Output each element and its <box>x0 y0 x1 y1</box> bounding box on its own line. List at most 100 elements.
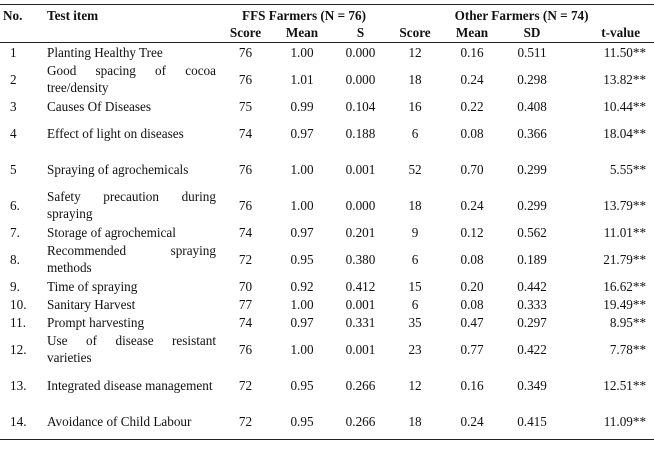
table-cell-ffs-score: 74 <box>238 314 253 330</box>
table-row: 3 Causes Of Diseases 75 0.99 0.104 16 0.22 0.40… <box>0 97 654 115</box>
table-cell-other-sd: 0.298 <box>517 71 547 87</box>
header-other-group: Other Farmers (N = 74) <box>389 4 654 24</box>
table-cell-no: 6. <box>10 197 20 213</box>
table-cell-other-score: 52 <box>408 161 422 177</box>
table-cell-test-item: Time of spraying <box>44 277 219 295</box>
table-cell-other-score: 18 <box>408 197 422 213</box>
table-row: 7. Storage of agrochemical 74 0.97 0.201 9 0.1… <box>0 223 654 241</box>
header-other-mean: Mean <box>441 24 504 43</box>
table-cell-ffs-s: 0.331 <box>345 314 376 330</box>
table-cell-ffs-s: 0.266 <box>345 377 376 393</box>
table-cell-ffs-score: 72 <box>219 403 272 440</box>
table-cell-test-item: Prompt harvesting <box>44 313 219 331</box>
test-item-text: Time of spraying <box>47 278 138 294</box>
test-item-text: Storage of agrochemical <box>47 224 176 240</box>
test-item-text: Good spacing of cocoa tree/density <box>47 63 216 95</box>
table-cell-other-sd: 0.562 <box>517 224 547 240</box>
table-cell-ffs-s: 0.412 <box>345 278 376 294</box>
table-cell-t-value: 18.04** <box>603 125 647 141</box>
table-cell-other-sd: 0.299 <box>517 161 547 177</box>
table-row: 12. Use of disease resistant varieties 76 1… <box>0 331 654 367</box>
header-test-item: Test item <box>44 4 219 24</box>
table-row: 13. Integrated disease management 72 0.95 0.… <box>0 367 654 403</box>
table-cell-other-mean: 0.12 <box>460 224 484 240</box>
table-cell-other-score: 23 <box>408 341 422 357</box>
table-cell-ffs-mean: 0.95 <box>272 403 332 440</box>
table-cell-test-item: Spraying of agrochemicals <box>44 151 219 187</box>
table-cell-ffs-mean: 1.01 <box>290 71 314 87</box>
table-cell-test-item: Effect of light on diseases <box>44 115 219 151</box>
table-cell-no: 9. <box>10 278 20 294</box>
table-cell-ffs-score: 76 <box>238 197 253 213</box>
table-cell-no: 12. <box>10 341 27 357</box>
table-cell-test-item: Safety precaution during spraying <box>44 187 219 223</box>
table-cell-other-mean: 0.20 <box>460 278 484 294</box>
table-cell-ffs-score: 74 <box>238 125 253 141</box>
table-cell-ffs-mean: 1.00 <box>290 296 314 312</box>
test-item-text: Prompt harvesting <box>47 314 145 330</box>
table-cell-ffs-s: 0.000 <box>345 197 376 213</box>
table-cell-ffs-score: 72 <box>238 251 253 267</box>
table-cell-ffs-score: 72 <box>238 377 253 393</box>
test-item-text: Spraying of agrochemicals <box>47 161 189 177</box>
table-cell-t-value: 12.51** <box>603 377 647 393</box>
header-row-columns: Score Mean S Score Mean SD t-value <box>0 24 654 43</box>
table-cell-ffs-mean: 0.97 <box>290 314 314 330</box>
table-cell-no: 4 <box>10 125 17 141</box>
table-cell-test-item: Planting Healthy Tree <box>44 43 219 62</box>
table-cell-other-mean: 0.08 <box>460 251 484 267</box>
table-cell-t-value: 10.44** <box>603 98 647 114</box>
table-cell-other-mean: 0.22 <box>460 98 484 114</box>
header-blank-item <box>44 24 219 43</box>
table-cell-test-item: Use of disease resistant varieties <box>44 331 219 367</box>
table-cell-other-sd: 0.189 <box>517 251 547 267</box>
table-row: 4 Effect of light on diseases 74 0.97 0.188 6… <box>0 115 654 151</box>
table-cell-ffs-score: 74 <box>238 224 253 240</box>
table-row: 6. Safety precaution during spraying 76 1.0… <box>0 187 654 223</box>
table-cell-ffs-score: 77 <box>238 296 253 312</box>
table-cell-other-score: 18 <box>389 403 442 440</box>
test-item-text: Causes Of Diseases <box>47 98 152 114</box>
table-cell-other-mean: 0.08 <box>460 296 484 312</box>
table-cell-no: 1 <box>10 44 17 60</box>
table-cell-ffs-s: 0.000 <box>345 44 376 60</box>
table-cell-ffs-mean: 0.92 <box>290 278 314 294</box>
header-row-groups: No. Test item FFS Farmers (N = 76) Other… <box>0 4 654 24</box>
table-cell-t-value: 11.09** <box>561 403 654 440</box>
table-row: 1 Planting Healthy Tree 76 1.00 0.000 12 0.16 0… <box>0 43 654 62</box>
table-row: 5 Spraying of agrochemicals 76 1.00 0.001 52 0… <box>0 151 654 187</box>
table-cell-test-item: Avoidance of Child Labour <box>44 403 219 440</box>
table-cell-ffs-mean: 0.97 <box>290 125 314 141</box>
table-row: 8. Recommended spraying methods 72 0.95 0.38… <box>0 241 654 277</box>
table-cell-t-value: 19.49** <box>603 296 647 312</box>
table-cell-ffs-score: 70 <box>238 278 253 294</box>
table-cell-test-item: Good spacing of cocoa tree/density <box>44 61 219 97</box>
table-cell-t-value: 11.01** <box>603 224 647 240</box>
table-cell-ffs-score: 76 <box>238 44 253 60</box>
table-cell-other-score: 9 <box>411 224 419 240</box>
header-other-score: Score <box>389 24 442 43</box>
table-cell-other-mean: 0.70 <box>460 161 484 177</box>
table-cell-other-score: 12 <box>408 44 422 60</box>
table-cell-other-score: 35 <box>408 314 422 330</box>
table-cell-other-mean: 0.47 <box>460 314 484 330</box>
test-item-text: Effect of light on diseases <box>47 125 184 141</box>
table-cell-other-mean: 0.16 <box>460 377 484 393</box>
table-cell-ffs-mean: 0.95 <box>290 377 314 393</box>
test-item-text: Avoidance of Child Labour <box>47 413 192 429</box>
header-no: No. <box>0 4 44 24</box>
table-cell-other-sd: 0.442 <box>517 278 547 294</box>
table-cell-t-value: 16.62** <box>603 278 647 294</box>
table-row: 10. Sanitary Harvest 77 1.00 0.001 6 0.08 0.333… <box>0 295 654 313</box>
table-cell-ffs-score: 76 <box>238 161 253 177</box>
header-ffs-s: S <box>332 24 390 43</box>
table-cell-other-sd: 0.415 <box>503 403 562 440</box>
table-cell-other-sd: 0.408 <box>517 98 547 114</box>
test-item-text: Sanitary Harvest <box>47 296 136 312</box>
table-cell-other-sd: 0.333 <box>517 296 547 312</box>
test-item-text: Recommended spraying methods <box>47 243 216 275</box>
table-cell-other-score: 16 <box>408 98 422 114</box>
table-cell-ffs-s: 0.001 <box>345 296 376 312</box>
table-cell-ffs-s: 0.188 <box>345 125 376 141</box>
